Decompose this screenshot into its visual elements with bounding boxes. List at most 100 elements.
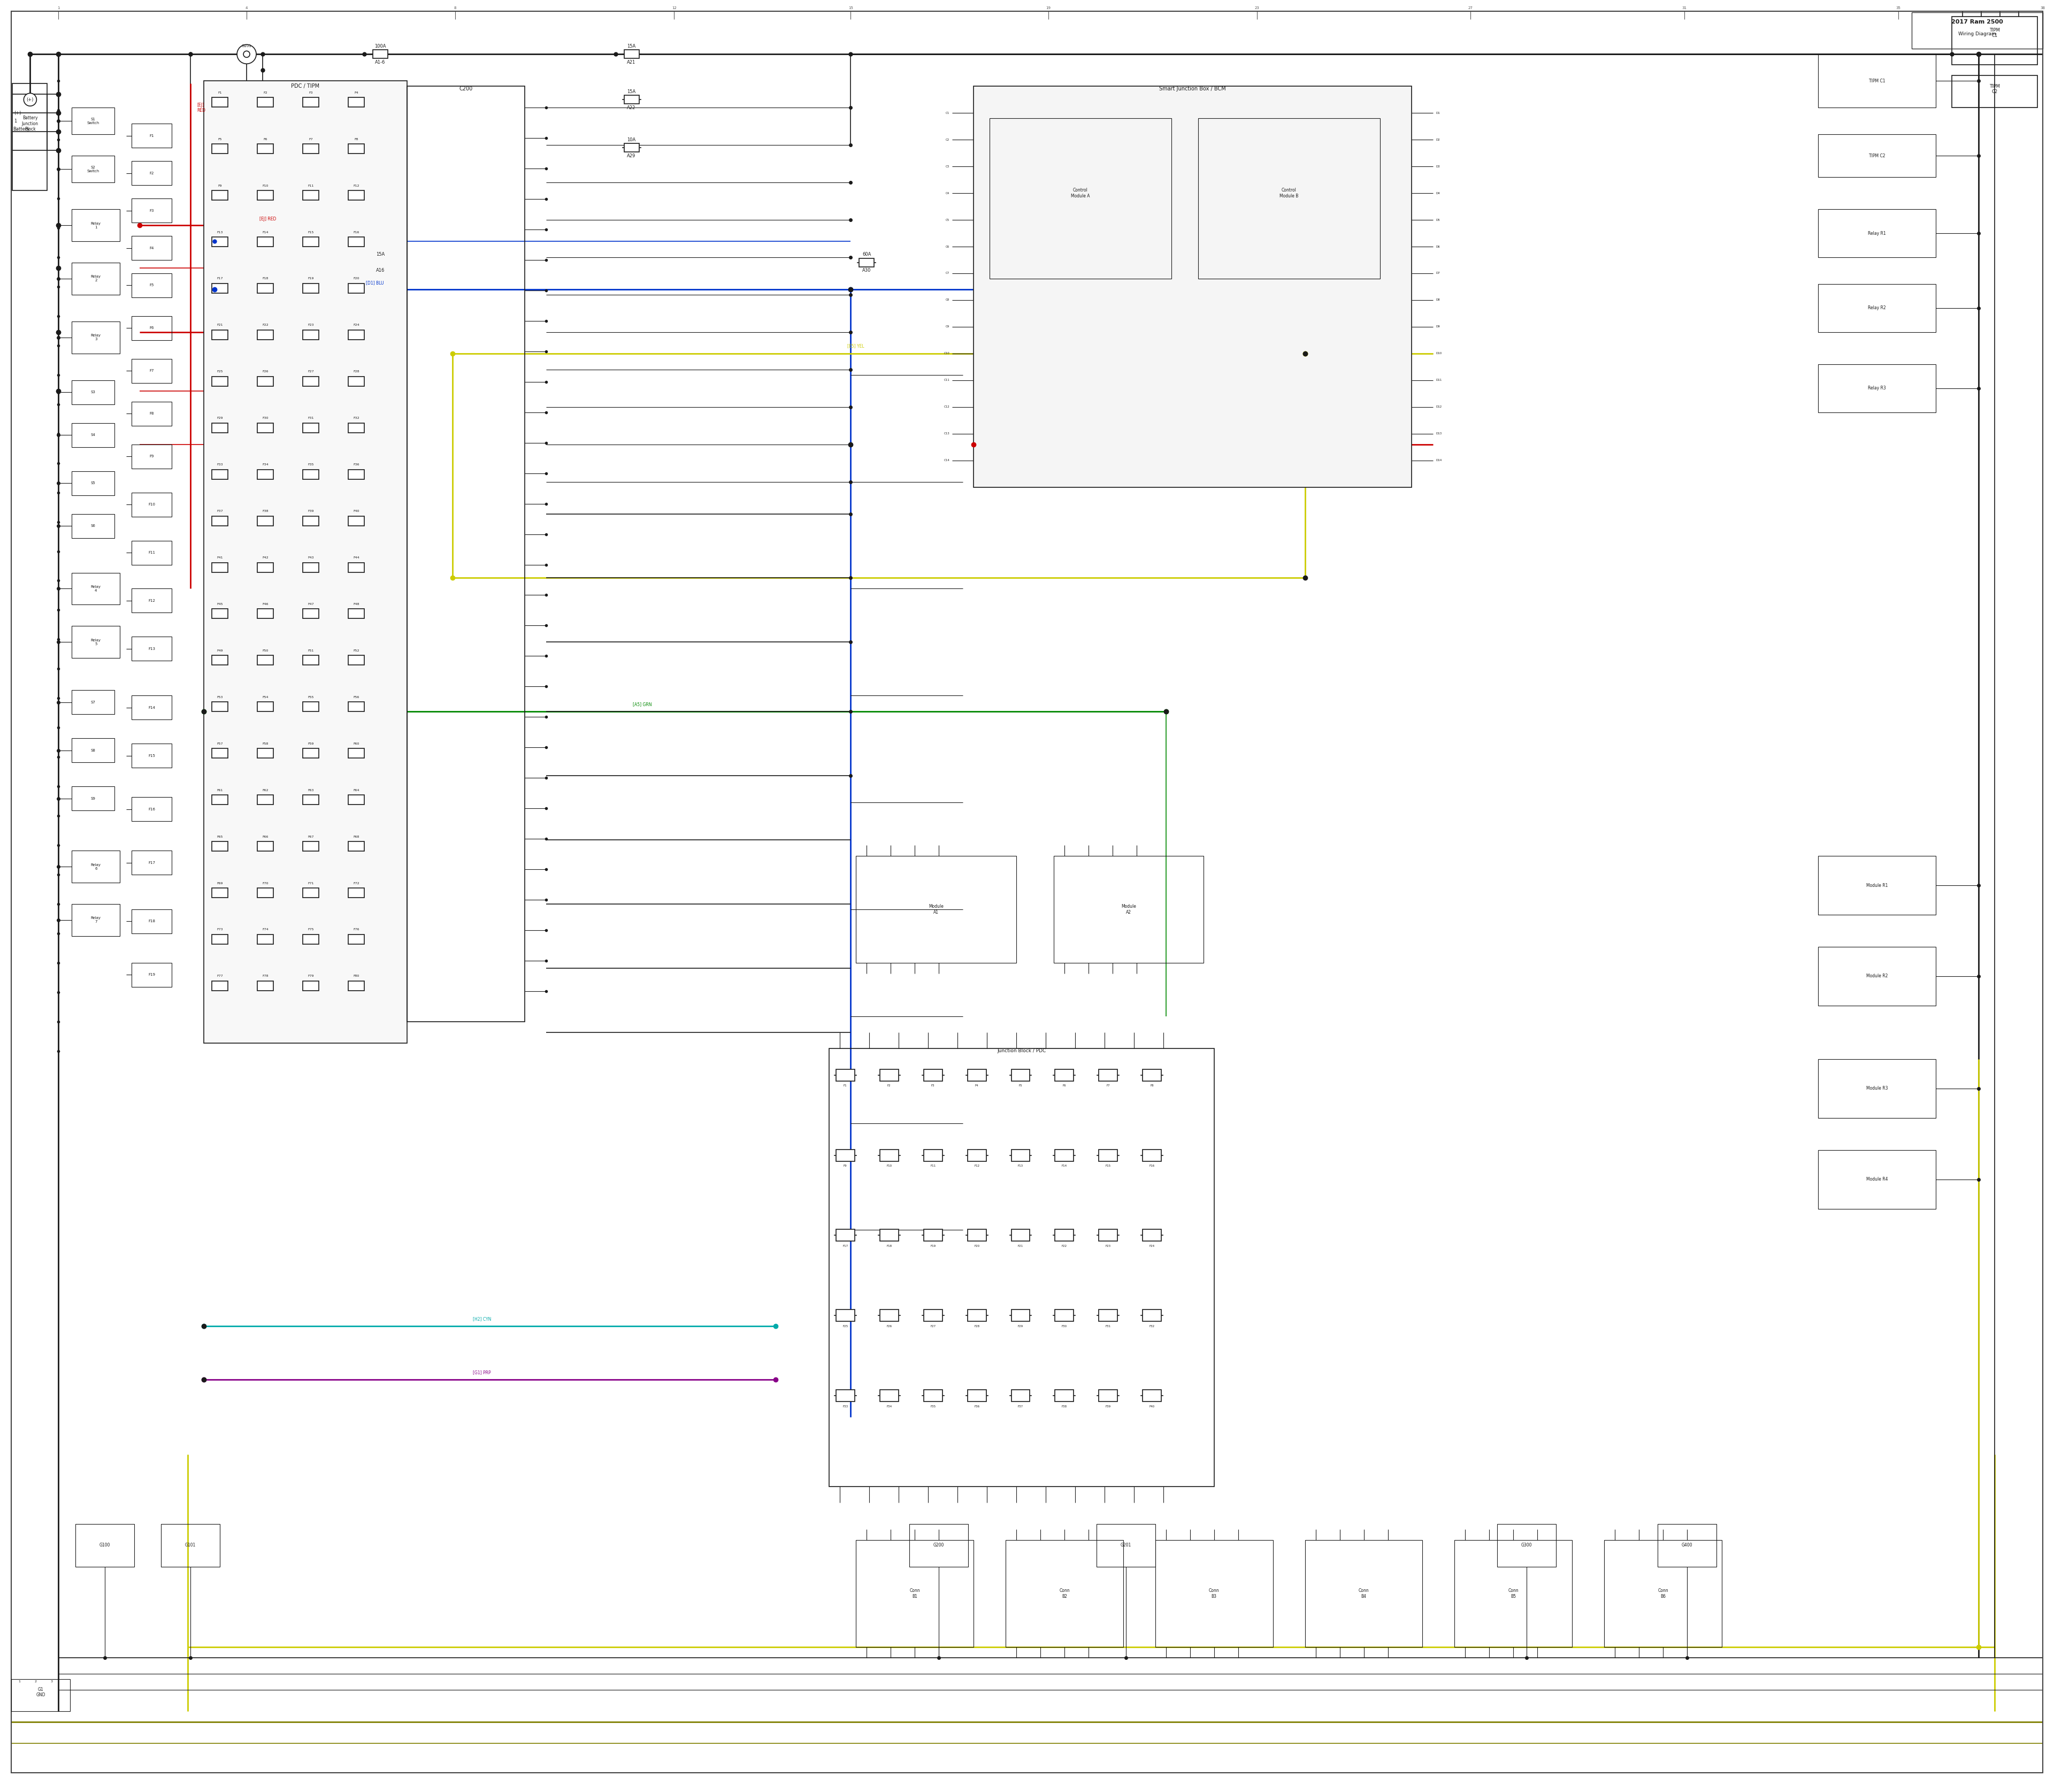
- Text: F20: F20: [974, 1245, 980, 1247]
- Text: C1: C1: [945, 111, 949, 115]
- Text: F5: F5: [150, 283, 154, 287]
- Text: D8: D8: [1436, 299, 1440, 301]
- Text: 1: 1: [18, 1681, 21, 1683]
- Text: F7: F7: [308, 138, 312, 140]
- Text: F32: F32: [1150, 1324, 1154, 1328]
- Bar: [72, 903, 119, 935]
- Text: F75: F75: [308, 928, 314, 932]
- Text: F2: F2: [150, 172, 154, 174]
- Bar: [72, 108, 115, 134]
- Bar: [967, 1229, 986, 1242]
- Bar: [302, 423, 318, 432]
- Text: C10: C10: [943, 353, 949, 355]
- Bar: [302, 749, 318, 758]
- Bar: [1304, 1539, 1423, 1647]
- Text: F35: F35: [930, 1405, 937, 1409]
- Bar: [212, 749, 228, 758]
- Text: F4: F4: [976, 1084, 978, 1088]
- Bar: [131, 199, 173, 222]
- Text: D7: D7: [1436, 272, 1440, 274]
- Bar: [12, 1679, 70, 1711]
- Text: G100: G100: [99, 1543, 111, 1548]
- Bar: [349, 283, 364, 294]
- Text: Relay
1: Relay 1: [90, 222, 101, 229]
- Text: F46: F46: [263, 602, 269, 606]
- Bar: [1011, 1310, 1029, 1321]
- Text: 8: 8: [454, 7, 456, 9]
- Bar: [349, 656, 364, 665]
- Bar: [974, 86, 1411, 487]
- Text: F22: F22: [1062, 1245, 1068, 1247]
- Text: F24: F24: [1150, 1245, 1154, 1247]
- Bar: [1097, 1523, 1154, 1566]
- Text: C14: C14: [943, 459, 949, 462]
- Text: C3: C3: [945, 165, 949, 168]
- Text: Relay R1: Relay R1: [1867, 231, 1886, 237]
- Bar: [257, 190, 273, 201]
- Text: F48: F48: [353, 602, 359, 606]
- Bar: [302, 980, 318, 991]
- Text: D14: D14: [1436, 459, 1442, 462]
- Text: F34: F34: [263, 464, 269, 466]
- Text: F31: F31: [1105, 1324, 1111, 1328]
- Text: F36: F36: [974, 1405, 980, 1409]
- Text: F6: F6: [150, 326, 154, 330]
- Text: F68: F68: [353, 835, 359, 839]
- Bar: [1099, 1070, 1117, 1081]
- Bar: [257, 980, 273, 991]
- Text: F14: F14: [148, 706, 156, 710]
- Text: Junction Block / PDC: Junction Block / PDC: [998, 1048, 1045, 1054]
- Text: (+): (+): [14, 111, 21, 115]
- Bar: [212, 980, 228, 991]
- Bar: [257, 842, 273, 851]
- Bar: [879, 1310, 898, 1321]
- Bar: [131, 274, 173, 297]
- Text: F18: F18: [887, 1245, 891, 1247]
- Bar: [372, 50, 388, 59]
- Bar: [1818, 857, 1935, 914]
- Text: D13: D13: [1436, 432, 1442, 435]
- Text: Relay
5: Relay 5: [90, 638, 101, 645]
- Bar: [924, 1229, 943, 1242]
- Bar: [257, 889, 273, 898]
- Text: C2: C2: [945, 138, 949, 142]
- Bar: [1818, 54, 1935, 108]
- Text: F29: F29: [218, 418, 224, 419]
- Text: A29: A29: [626, 154, 637, 158]
- Bar: [72, 321, 119, 353]
- Bar: [967, 1310, 986, 1321]
- Text: TIPM C1: TIPM C1: [1869, 79, 1886, 82]
- Text: F8: F8: [353, 138, 357, 140]
- Bar: [212, 470, 228, 478]
- Text: TIPM
C2: TIPM C2: [1988, 84, 2001, 95]
- Bar: [830, 1048, 1214, 1487]
- Bar: [1011, 1070, 1029, 1081]
- Bar: [212, 796, 228, 805]
- Text: F25: F25: [842, 1324, 848, 1328]
- Bar: [967, 1070, 986, 1081]
- Text: A16: A16: [376, 269, 384, 272]
- Bar: [990, 118, 1171, 280]
- Text: D5: D5: [1436, 219, 1440, 220]
- Text: F14: F14: [263, 231, 269, 233]
- Text: F3: F3: [930, 1084, 935, 1088]
- Text: Conn
B1: Conn B1: [910, 1588, 920, 1598]
- Bar: [131, 909, 173, 934]
- Text: TIPM C2: TIPM C2: [1869, 154, 1886, 158]
- Bar: [302, 563, 318, 572]
- Text: F7: F7: [150, 369, 154, 373]
- Text: Module R3: Module R3: [1865, 1086, 1888, 1091]
- Text: TIPM
C1: TIPM C1: [1988, 27, 2001, 38]
- Bar: [372, 258, 388, 267]
- Text: C12: C12: [943, 405, 949, 409]
- Bar: [924, 1070, 943, 1081]
- Text: F25: F25: [218, 371, 224, 373]
- Text: 35: 35: [1896, 7, 1900, 9]
- Text: 60A: 60A: [863, 253, 871, 256]
- Text: F11: F11: [930, 1165, 937, 1167]
- Bar: [302, 237, 318, 247]
- Bar: [131, 590, 173, 613]
- Text: F4: F4: [353, 91, 357, 93]
- Bar: [212, 842, 228, 851]
- Bar: [349, 609, 364, 618]
